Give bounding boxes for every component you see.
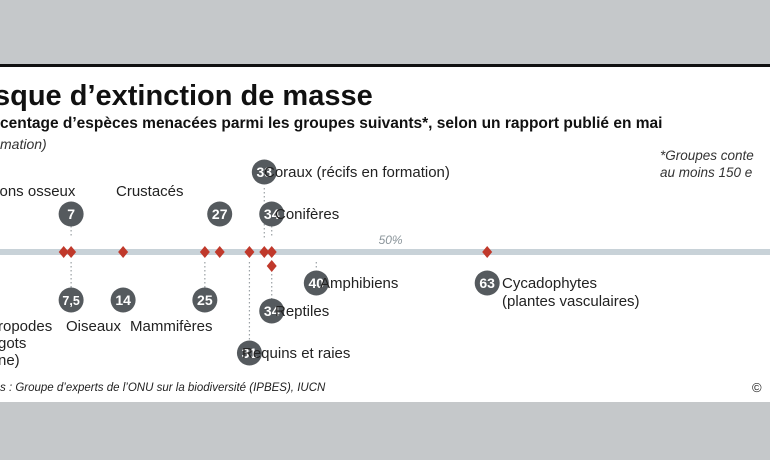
group-label: ne) (0, 352, 20, 369)
data-marker (66, 246, 77, 258)
axis-line (0, 249, 770, 255)
data-marker (266, 246, 277, 258)
value-badge-text: 25 (197, 292, 213, 308)
data-marker (482, 246, 493, 258)
value-badge (236, 340, 262, 366)
value-badge-text: 34 (264, 206, 280, 222)
source-line: s : Groupe d’experts de l’ONU sur la bio… (0, 382, 326, 394)
group-label: Requins et raies (242, 345, 350, 362)
data-marker (259, 246, 270, 258)
credit-mark: © (752, 380, 762, 395)
value-badge (192, 287, 218, 313)
data-marker (199, 246, 210, 258)
chart-subtitle-note: mation) (0, 136, 47, 152)
value-badge (58, 287, 84, 313)
group-label: Crustacés (116, 183, 184, 200)
axis-label: 50% (379, 233, 403, 247)
value-badge-text: 27 (212, 206, 228, 222)
group-label: gots (0, 335, 26, 352)
value-badge (474, 270, 500, 296)
value-badge-text: 34 (264, 303, 280, 319)
value-badge (207, 201, 233, 227)
chart-subtitle: centage d’espèces menacées parmi les gro… (0, 115, 663, 132)
value-badge-text: 7,5 (62, 294, 79, 308)
group-label: (plantes vasculaires) (502, 293, 640, 310)
footnote-line: au moins 150 e (660, 165, 753, 180)
chart-title: sque d’extinction de masse (0, 80, 373, 112)
value-badge (58, 201, 84, 227)
infographic-card (0, 64, 770, 402)
group-label: Cycadophytes (502, 275, 597, 292)
top-rule (0, 64, 770, 67)
value-badge-text: 7 (67, 206, 75, 222)
data-marker (118, 246, 129, 258)
footnote-groups: *Groupes conte au moins 150 e (660, 147, 754, 181)
group-label: Mammifères (130, 318, 213, 335)
value-badge-text: 14 (115, 292, 131, 308)
footnote-line: *Groupes conte (660, 148, 754, 163)
value-badge-text: 33 (257, 164, 273, 180)
group-label: Coraux (récifs en formation) (264, 164, 450, 181)
data-marker (266, 260, 277, 272)
group-label: ropodes (0, 318, 52, 335)
value-badge (303, 270, 329, 296)
value-badge-text: 63 (479, 275, 495, 291)
value-badge-text: 31 (242, 345, 258, 361)
value-badge (251, 159, 277, 185)
group-label: Conifères (275, 206, 339, 223)
group-label: Reptiles (275, 303, 329, 320)
value-badge-text: 40 (309, 275, 325, 291)
value-badge (110, 287, 136, 313)
data-marker (214, 246, 225, 258)
group-label: Amphibiens (320, 275, 398, 292)
data-marker (244, 246, 255, 258)
data-marker (58, 246, 69, 258)
group-label: sons osseux (0, 183, 76, 200)
group-label: Oiseaux (66, 318, 122, 335)
value-badge (259, 201, 285, 227)
value-badge (259, 298, 285, 324)
